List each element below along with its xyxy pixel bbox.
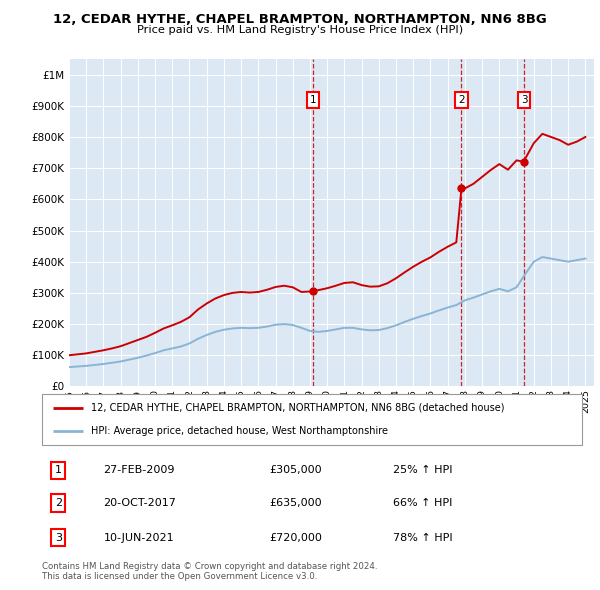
Text: 66% ↑ HPI: 66% ↑ HPI xyxy=(393,498,452,508)
Text: £720,000: £720,000 xyxy=(269,533,322,543)
Text: 1: 1 xyxy=(55,466,62,475)
Text: 2: 2 xyxy=(55,498,62,508)
Text: 3: 3 xyxy=(55,533,62,543)
Text: 1: 1 xyxy=(310,95,316,105)
Text: Price paid vs. HM Land Registry's House Price Index (HPI): Price paid vs. HM Land Registry's House … xyxy=(137,25,463,35)
Text: 3: 3 xyxy=(521,95,527,105)
Text: 12, CEDAR HYTHE, CHAPEL BRAMPTON, NORTHAMPTON, NN6 8BG: 12, CEDAR HYTHE, CHAPEL BRAMPTON, NORTHA… xyxy=(53,13,547,26)
FancyBboxPatch shape xyxy=(42,394,582,445)
Text: 10-JUN-2021: 10-JUN-2021 xyxy=(104,533,175,543)
Text: 12, CEDAR HYTHE, CHAPEL BRAMPTON, NORTHAMPTON, NN6 8BG (detached house): 12, CEDAR HYTHE, CHAPEL BRAMPTON, NORTHA… xyxy=(91,402,504,412)
Text: Contains HM Land Registry data © Crown copyright and database right 2024.
This d: Contains HM Land Registry data © Crown c… xyxy=(42,562,377,581)
Text: 78% ↑ HPI: 78% ↑ HPI xyxy=(393,533,452,543)
Text: HPI: Average price, detached house, West Northamptonshire: HPI: Average price, detached house, West… xyxy=(91,427,388,437)
Text: 20-OCT-2017: 20-OCT-2017 xyxy=(103,498,176,508)
Text: £305,000: £305,000 xyxy=(269,466,322,475)
Text: £635,000: £635,000 xyxy=(269,498,322,508)
Text: 27-FEB-2009: 27-FEB-2009 xyxy=(103,466,175,475)
Text: 25% ↑ HPI: 25% ↑ HPI xyxy=(393,466,452,475)
Text: 2: 2 xyxy=(458,95,465,105)
